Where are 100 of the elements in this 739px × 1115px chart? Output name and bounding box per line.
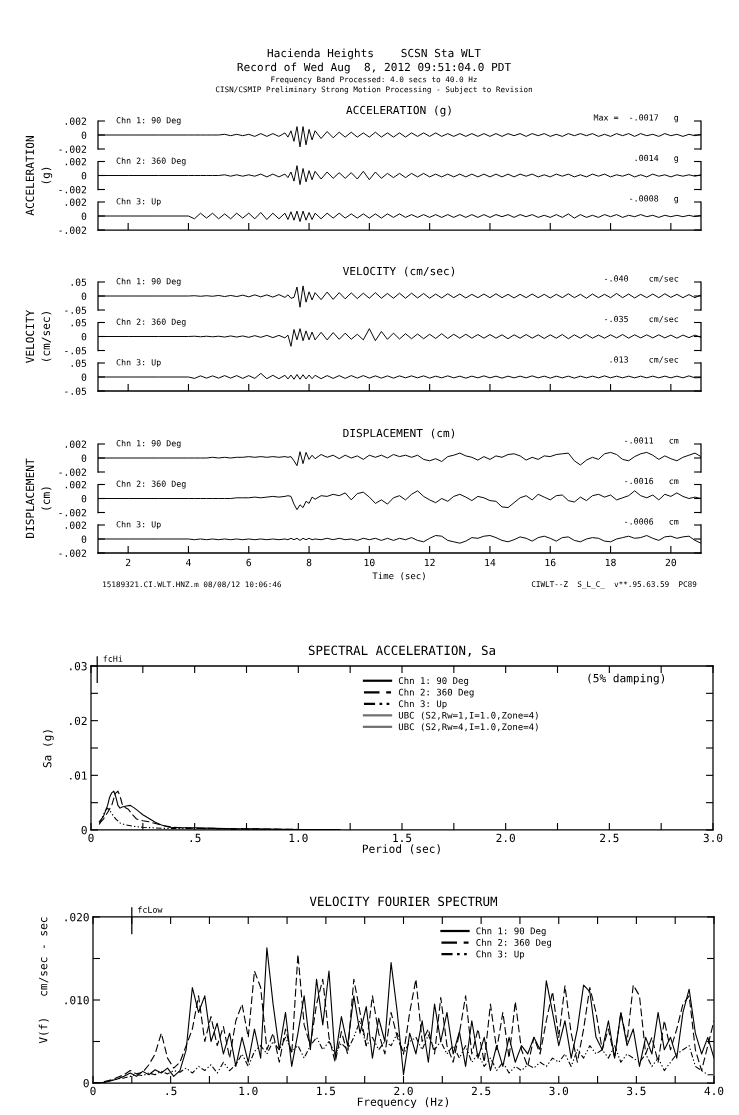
x-tick-label: 2.0 — [496, 833, 515, 843]
text: Record of Wed Aug 8, 2012 09:51:04.0 PDT — [237, 62, 511, 74]
y-axis-title: VELOCITY (cm/sec) — [25, 309, 52, 363]
chart-title: VELOCITY FOURIER SPECTRUM — [309, 896, 498, 907]
x-tick-label: 1.0 — [289, 833, 308, 843]
y-tick-label: 0 — [83, 1079, 89, 1088]
y-tick-label: -.002 — [59, 509, 87, 517]
text: -.0011 cm — [625, 437, 679, 444]
y-tick-label: .002 — [65, 158, 87, 166]
text: -.0006 cm — [625, 518, 679, 525]
legend-label: Chn 3: Up — [476, 950, 525, 960]
y-tick-label: .05 — [71, 278, 87, 286]
x-tick-label: 2 — [125, 558, 131, 566]
x-tick-label: 0 — [90, 1086, 96, 1096]
y-tick-label: .002 — [65, 117, 87, 125]
text: Hacienda Heights SCSN Sta WLT — [267, 48, 481, 60]
annotation: Chn 1: 90 Deg — [116, 116, 181, 126]
ref-line-label: fcLow — [138, 906, 163, 913]
y-tick-label: .002 — [65, 521, 87, 529]
x-tick-label: 4.0 — [704, 1086, 724, 1096]
x-tick-label: 12 — [424, 558, 435, 566]
annotation: Chn 3: Up — [116, 358, 161, 368]
y-tick-label: 0 — [81, 292, 87, 300]
x-tick-label: 20 — [665, 558, 677, 567]
y-tick-label: -.002 — [59, 468, 87, 476]
x-tick-label: 18 — [605, 558, 616, 567]
x-tick-label: 1.5 — [317, 1086, 336, 1096]
y-tick-label: .03 — [70, 662, 87, 671]
y-tick-label: .01 — [70, 771, 87, 780]
text: -.0016 cm — [625, 477, 679, 485]
annotation: -.035 cm/sec — [604, 315, 679, 323]
y-tick-label: .002 — [65, 198, 87, 206]
annotation: Chn 3: Up — [116, 197, 161, 207]
annotation: Chn 1: 90 Deg — [116, 439, 181, 449]
y-tick-label: .002 — [65, 481, 87, 489]
y-tick-label: 0 — [81, 333, 87, 341]
x-tick-label: 2.5 — [600, 833, 619, 843]
y-tick-label: 0 — [81, 373, 87, 381]
annotation: Chn 3: Up — [116, 520, 161, 530]
chart-title: DISPLACEMENT (cm) — [343, 428, 455, 439]
y-tick-label: .010 — [65, 996, 89, 1005]
x-tick-label: 8 — [306, 558, 312, 567]
x-tick-label: .5 — [166, 1086, 177, 1096]
y-tick-label: -.002 — [59, 145, 87, 153]
x-axis-title: Time (sec) — [372, 572, 425, 581]
annotation: .013 cm/sec — [610, 356, 679, 364]
y-tick-label: 0 — [81, 454, 87, 462]
legend-label: UBC (S2,Rw=4,I=1.0,Zone=4) — [398, 723, 538, 732]
annotation: Chn 1: 90 Deg — [116, 277, 181, 287]
x-tick-label: 3.0 — [703, 833, 723, 843]
x-tick-label: .5 — [190, 833, 201, 843]
x-tick-label: 2.0 — [394, 1086, 413, 1096]
annotation: (5% damping) — [588, 673, 665, 685]
y-tick-label: -.05 — [65, 306, 87, 314]
y-tick-label: -.002 — [59, 549, 87, 557]
legend-label: UBC (S2,Rw=1,I=1.0,Zone=4) — [398, 711, 538, 720]
annotation: Chn 2: 360 Deg — [116, 318, 186, 327]
y-tick-label: .05 — [71, 359, 87, 367]
x-tick-label: 16 — [545, 558, 556, 567]
chart-title: SPECTRAL ACCELERATION, Sa — [308, 645, 496, 657]
y-tick-label: -.05 — [65, 347, 87, 355]
x-axis-title: Frequency (Hz) — [357, 1097, 449, 1109]
x-tick-label: 3.0 — [549, 1086, 569, 1096]
y-tick-label: 0 — [81, 495, 87, 503]
legend-label: Chn 1: 90 Deg — [476, 927, 546, 937]
legend-label: Chn 2: 360 Deg — [398, 688, 474, 698]
y-axis-title: V(f) cm/sec - sec — [38, 917, 49, 1044]
y-tick-label: 0 — [81, 131, 87, 139]
y-tick-label: .020 — [65, 913, 89, 922]
ref-line-label: fcHi — [103, 655, 123, 662]
x-tick-label: 10 — [364, 558, 375, 567]
y-tick-label: .02 — [70, 716, 87, 726]
legend-label: Chn 1: 90 Deg — [398, 677, 469, 686]
y-tick-label: 0 — [81, 826, 87, 835]
x-tick-label: 1.5 — [393, 833, 412, 843]
x-tick-label: 6 — [246, 558, 252, 567]
annotation: -.040 cm/sec — [604, 275, 679, 283]
annotation: Chn 2: 360 Deg — [116, 157, 186, 166]
y-axis-title: DISPLACEMENT (cm) — [25, 458, 52, 538]
legend-label: Chn 2: 360 Deg — [476, 938, 552, 948]
annotation: -.0008 g — [630, 195, 678, 204]
legend-label: Chn 3: Up — [398, 700, 447, 709]
y-tick-label: 0 — [81, 212, 87, 220]
y-tick-label: -.002 — [59, 186, 87, 194]
x-tick-label: 4 — [186, 558, 191, 566]
y-axis-title: Sa (g) — [42, 730, 54, 768]
y-tick-label: .05 — [71, 319, 87, 327]
x-tick-label: 14 — [485, 558, 496, 566]
chart-title: ACCELERATION (g) — [346, 105, 451, 117]
annotation: Chn 2: 360 Deg — [116, 480, 186, 489]
y-tick-label: 0 — [81, 535, 87, 543]
x-tick-label: 2.5 — [471, 1086, 491, 1096]
chart-title: VELOCITY (cm/sec) — [342, 266, 455, 277]
y-tick-label: .002 — [65, 440, 87, 448]
annotation: Max = -.0017 g — [593, 114, 678, 123]
y-tick-label: -.05 — [65, 387, 87, 395]
y-axis-title: ACCELERATION (g) — [25, 136, 53, 216]
y-tick-label: 0 — [81, 172, 87, 180]
x-tick-label: 3.5 — [627, 1086, 646, 1096]
y-tick-label: -.002 — [59, 226, 87, 234]
